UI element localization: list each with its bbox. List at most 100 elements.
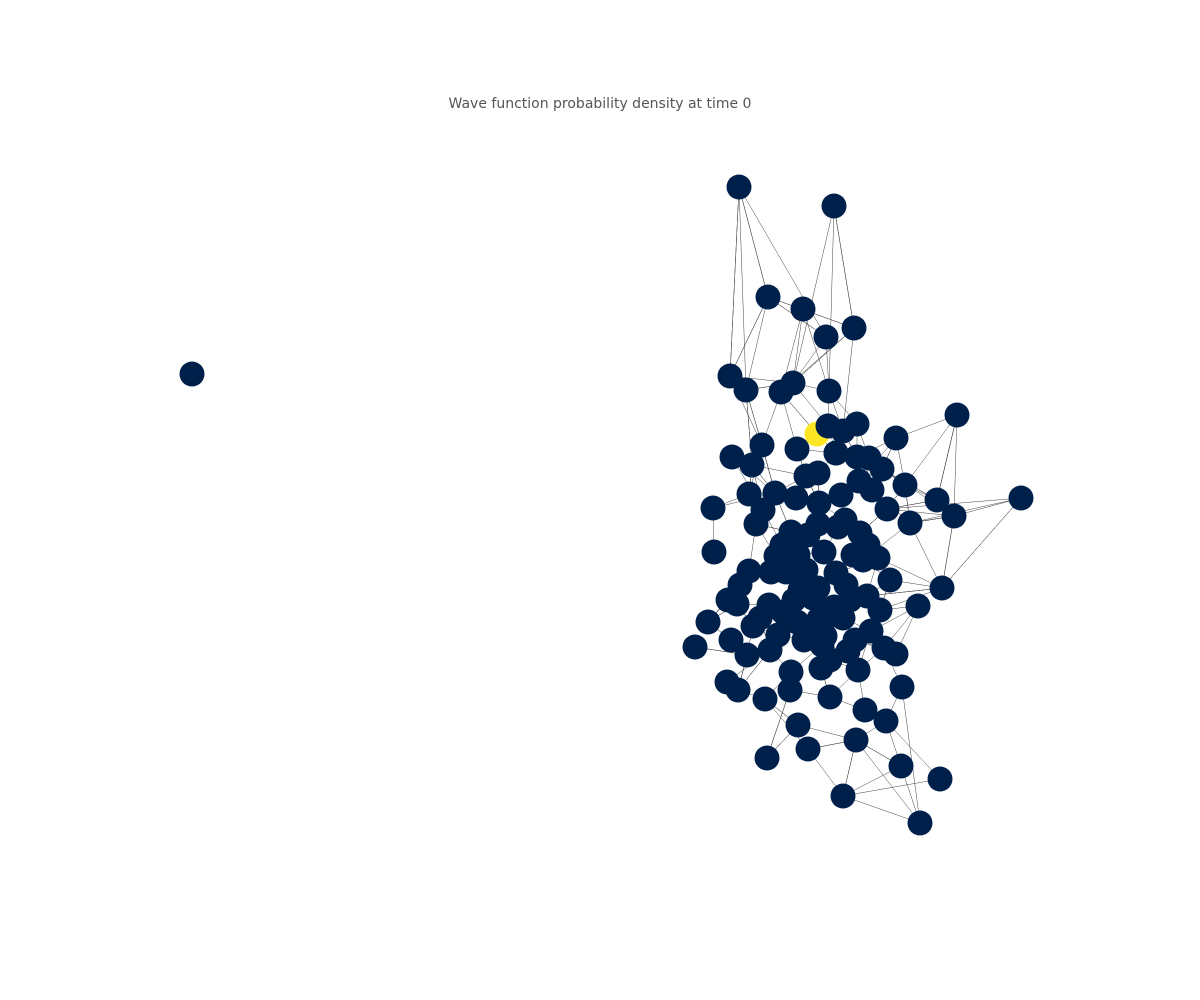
graph-node bbox=[811, 539, 837, 565]
graph-edge bbox=[792, 205, 835, 384]
graph-node bbox=[832, 507, 858, 533]
graph-edge bbox=[885, 720, 941, 780]
graph-edge bbox=[941, 497, 1022, 589]
graph-node bbox=[770, 599, 796, 625]
graph-node bbox=[682, 634, 708, 660]
graph-edge bbox=[729, 296, 769, 377]
graph-node bbox=[778, 659, 804, 685]
graph-node bbox=[739, 452, 765, 478]
graph-edge bbox=[855, 739, 921, 824]
graph-node bbox=[817, 684, 843, 710]
graph-edge bbox=[802, 308, 830, 392]
graph-node bbox=[695, 609, 721, 635]
graph-edge bbox=[745, 296, 769, 391]
graph-node bbox=[841, 315, 867, 341]
node-layer bbox=[179, 174, 1034, 836]
graph-node bbox=[816, 378, 842, 404]
graph-node bbox=[883, 641, 909, 667]
graph-edge bbox=[842, 795, 921, 824]
graph-node bbox=[828, 482, 854, 508]
graph-node bbox=[823, 440, 849, 466]
graph-node bbox=[700, 495, 726, 521]
graph-edge bbox=[738, 186, 769, 298]
graph-node bbox=[845, 657, 871, 683]
graph-node bbox=[859, 477, 885, 503]
graph-node bbox=[941, 503, 967, 529]
graph-node bbox=[795, 736, 821, 762]
graph-node bbox=[905, 593, 931, 619]
graph-node bbox=[787, 577, 813, 603]
graph-node bbox=[715, 587, 741, 613]
graph-node bbox=[821, 193, 847, 219]
graph-edge bbox=[745, 389, 753, 466]
graph-node bbox=[842, 627, 868, 653]
graph-edge bbox=[953, 414, 958, 517]
graph-node bbox=[790, 296, 816, 322]
graph-node bbox=[869, 456, 895, 482]
graph-edge bbox=[828, 205, 835, 392]
graph-node bbox=[701, 539, 727, 565]
graph-node bbox=[852, 697, 878, 723]
graph-node bbox=[719, 444, 745, 470]
graph-edge bbox=[904, 414, 958, 486]
graph-node bbox=[733, 377, 759, 403]
graph-node bbox=[837, 587, 863, 613]
graph-edge bbox=[909, 497, 1022, 524]
graph-node bbox=[1008, 485, 1034, 511]
graph-node bbox=[815, 413, 841, 439]
graph-node bbox=[907, 810, 933, 836]
graph-node bbox=[924, 487, 950, 513]
graph-node bbox=[780, 370, 806, 396]
graph-node bbox=[747, 605, 773, 631]
graph-node bbox=[785, 712, 811, 738]
graph-node bbox=[757, 637, 783, 663]
graph-node-isolated bbox=[179, 361, 205, 387]
graph-edge bbox=[866, 587, 943, 597]
graph-node bbox=[795, 522, 821, 548]
graph-edge bbox=[842, 327, 855, 432]
graph-edge bbox=[738, 186, 747, 391]
graph-edge bbox=[729, 186, 740, 377]
graph-node bbox=[817, 647, 843, 673]
graph-node bbox=[843, 727, 869, 753]
graph-node bbox=[725, 677, 751, 703]
graph-node bbox=[874, 496, 900, 522]
graph-edge bbox=[936, 414, 958, 501]
graph-node bbox=[877, 567, 903, 593]
graph-node bbox=[897, 510, 923, 536]
graph-node bbox=[783, 485, 809, 511]
graph-node bbox=[752, 686, 778, 712]
graph-node bbox=[750, 497, 776, 523]
graph-node bbox=[873, 708, 899, 734]
graph-node bbox=[944, 402, 970, 428]
graph-edge bbox=[833, 205, 855, 329]
chart-title: Wave function probability density at tim… bbox=[448, 96, 752, 112]
graph-edge bbox=[901, 686, 921, 824]
graph-node bbox=[763, 543, 789, 569]
graph-node bbox=[726, 174, 752, 200]
graph-node bbox=[830, 783, 856, 809]
graph-node bbox=[793, 557, 819, 583]
graph-node bbox=[813, 324, 839, 350]
graph-node bbox=[777, 677, 803, 703]
graph-node bbox=[889, 674, 915, 700]
graph-node bbox=[892, 472, 918, 498]
graph-node bbox=[793, 463, 819, 489]
graph-node bbox=[718, 627, 744, 653]
graph-edge bbox=[842, 778, 941, 797]
graph-node bbox=[927, 766, 953, 792]
graph-node bbox=[818, 602, 844, 628]
graph-node bbox=[749, 432, 775, 458]
graph-node bbox=[867, 597, 893, 623]
graph-node bbox=[806, 490, 832, 516]
graph-node bbox=[784, 436, 810, 462]
graph-node bbox=[883, 425, 909, 451]
graph-node bbox=[888, 753, 914, 779]
graph-node bbox=[754, 745, 780, 771]
graph-node bbox=[929, 575, 955, 601]
graph-node bbox=[855, 532, 881, 558]
graph-node bbox=[734, 642, 760, 668]
graph-node bbox=[755, 284, 781, 310]
